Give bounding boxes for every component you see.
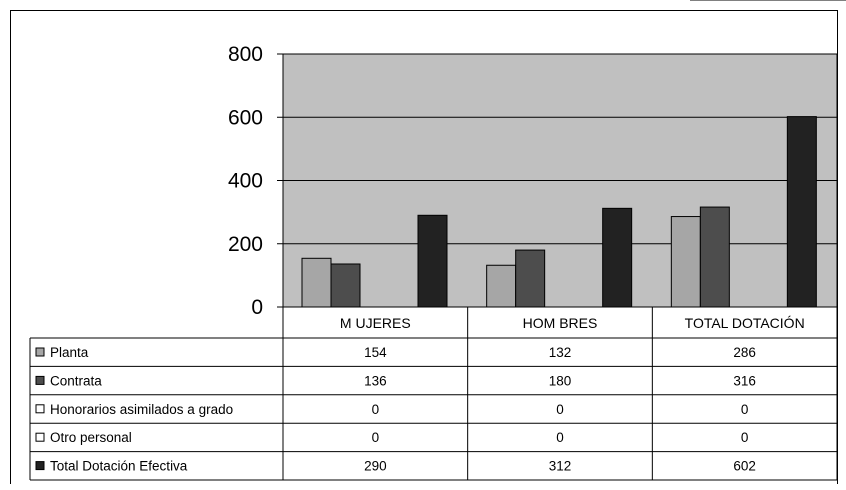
y-tick-label: 200 <box>228 233 263 256</box>
table-value-cell: 286 <box>733 345 756 360</box>
table-value-cell: 0 <box>372 430 380 445</box>
bars-group <box>301 116 817 308</box>
table-value-cell: 0 <box>556 402 564 417</box>
table-value-cell: 0 <box>372 402 380 417</box>
legend-label: Otro personal <box>50 430 132 445</box>
bar-0-1 <box>486 264 517 308</box>
y-tick-label: 600 <box>228 106 263 129</box>
table-value-cell: 316 <box>733 373 756 388</box>
table-value-cell: 136 <box>364 373 387 388</box>
bar-4-0 <box>417 214 448 308</box>
legend-key <box>35 461 45 471</box>
bar-1-0 <box>330 263 361 308</box>
table-header-cell: M UJERES <box>340 315 411 331</box>
bar-1-2 <box>699 206 730 308</box>
legend-key <box>35 347 45 357</box>
bar-4-2 <box>786 116 817 308</box>
table-header-cell: HOM BRES <box>523 315 598 331</box>
table-value-cell: 132 <box>549 345 572 360</box>
y-axis-group: 0 200 400 600 800 <box>228 43 284 319</box>
table-value-cell: 0 <box>741 430 749 445</box>
legend-label: Planta <box>50 345 89 360</box>
y-tick-label: 400 <box>228 170 263 193</box>
legend-key <box>35 432 45 442</box>
y-tick-label: 0 <box>251 296 263 319</box>
bar-4-1 <box>602 207 633 308</box>
y-tick-label: 800 <box>228 43 263 66</box>
table-value-cell: 180 <box>549 373 572 388</box>
table-value-cell: 0 <box>741 402 749 417</box>
legend-key <box>35 375 45 385</box>
table-value-cell: 154 <box>364 345 387 360</box>
bar-0-2 <box>670 216 701 308</box>
table-header-cell: TOTAL DOTACIÓN <box>685 315 805 331</box>
bar-0-0 <box>301 257 332 308</box>
legend-label: Total Dotación Efectiva <box>50 459 188 474</box>
legend-key <box>35 404 45 414</box>
bar-1-1 <box>515 249 546 308</box>
data-table-group: M UJERES HOM BRES TOTAL DOTACIÓN Planta 154 1… <box>29 307 838 481</box>
legend-label: Contrata <box>50 373 102 388</box>
plot-area-group <box>282 53 838 308</box>
table-value-cell: 602 <box>733 459 756 474</box>
table-value-cell: 0 <box>556 430 564 445</box>
table-value-cell: 290 <box>364 459 387 474</box>
legend-label: Honorarios asimilados a grado <box>50 402 233 417</box>
table-value-cell: 312 <box>549 459 572 474</box>
